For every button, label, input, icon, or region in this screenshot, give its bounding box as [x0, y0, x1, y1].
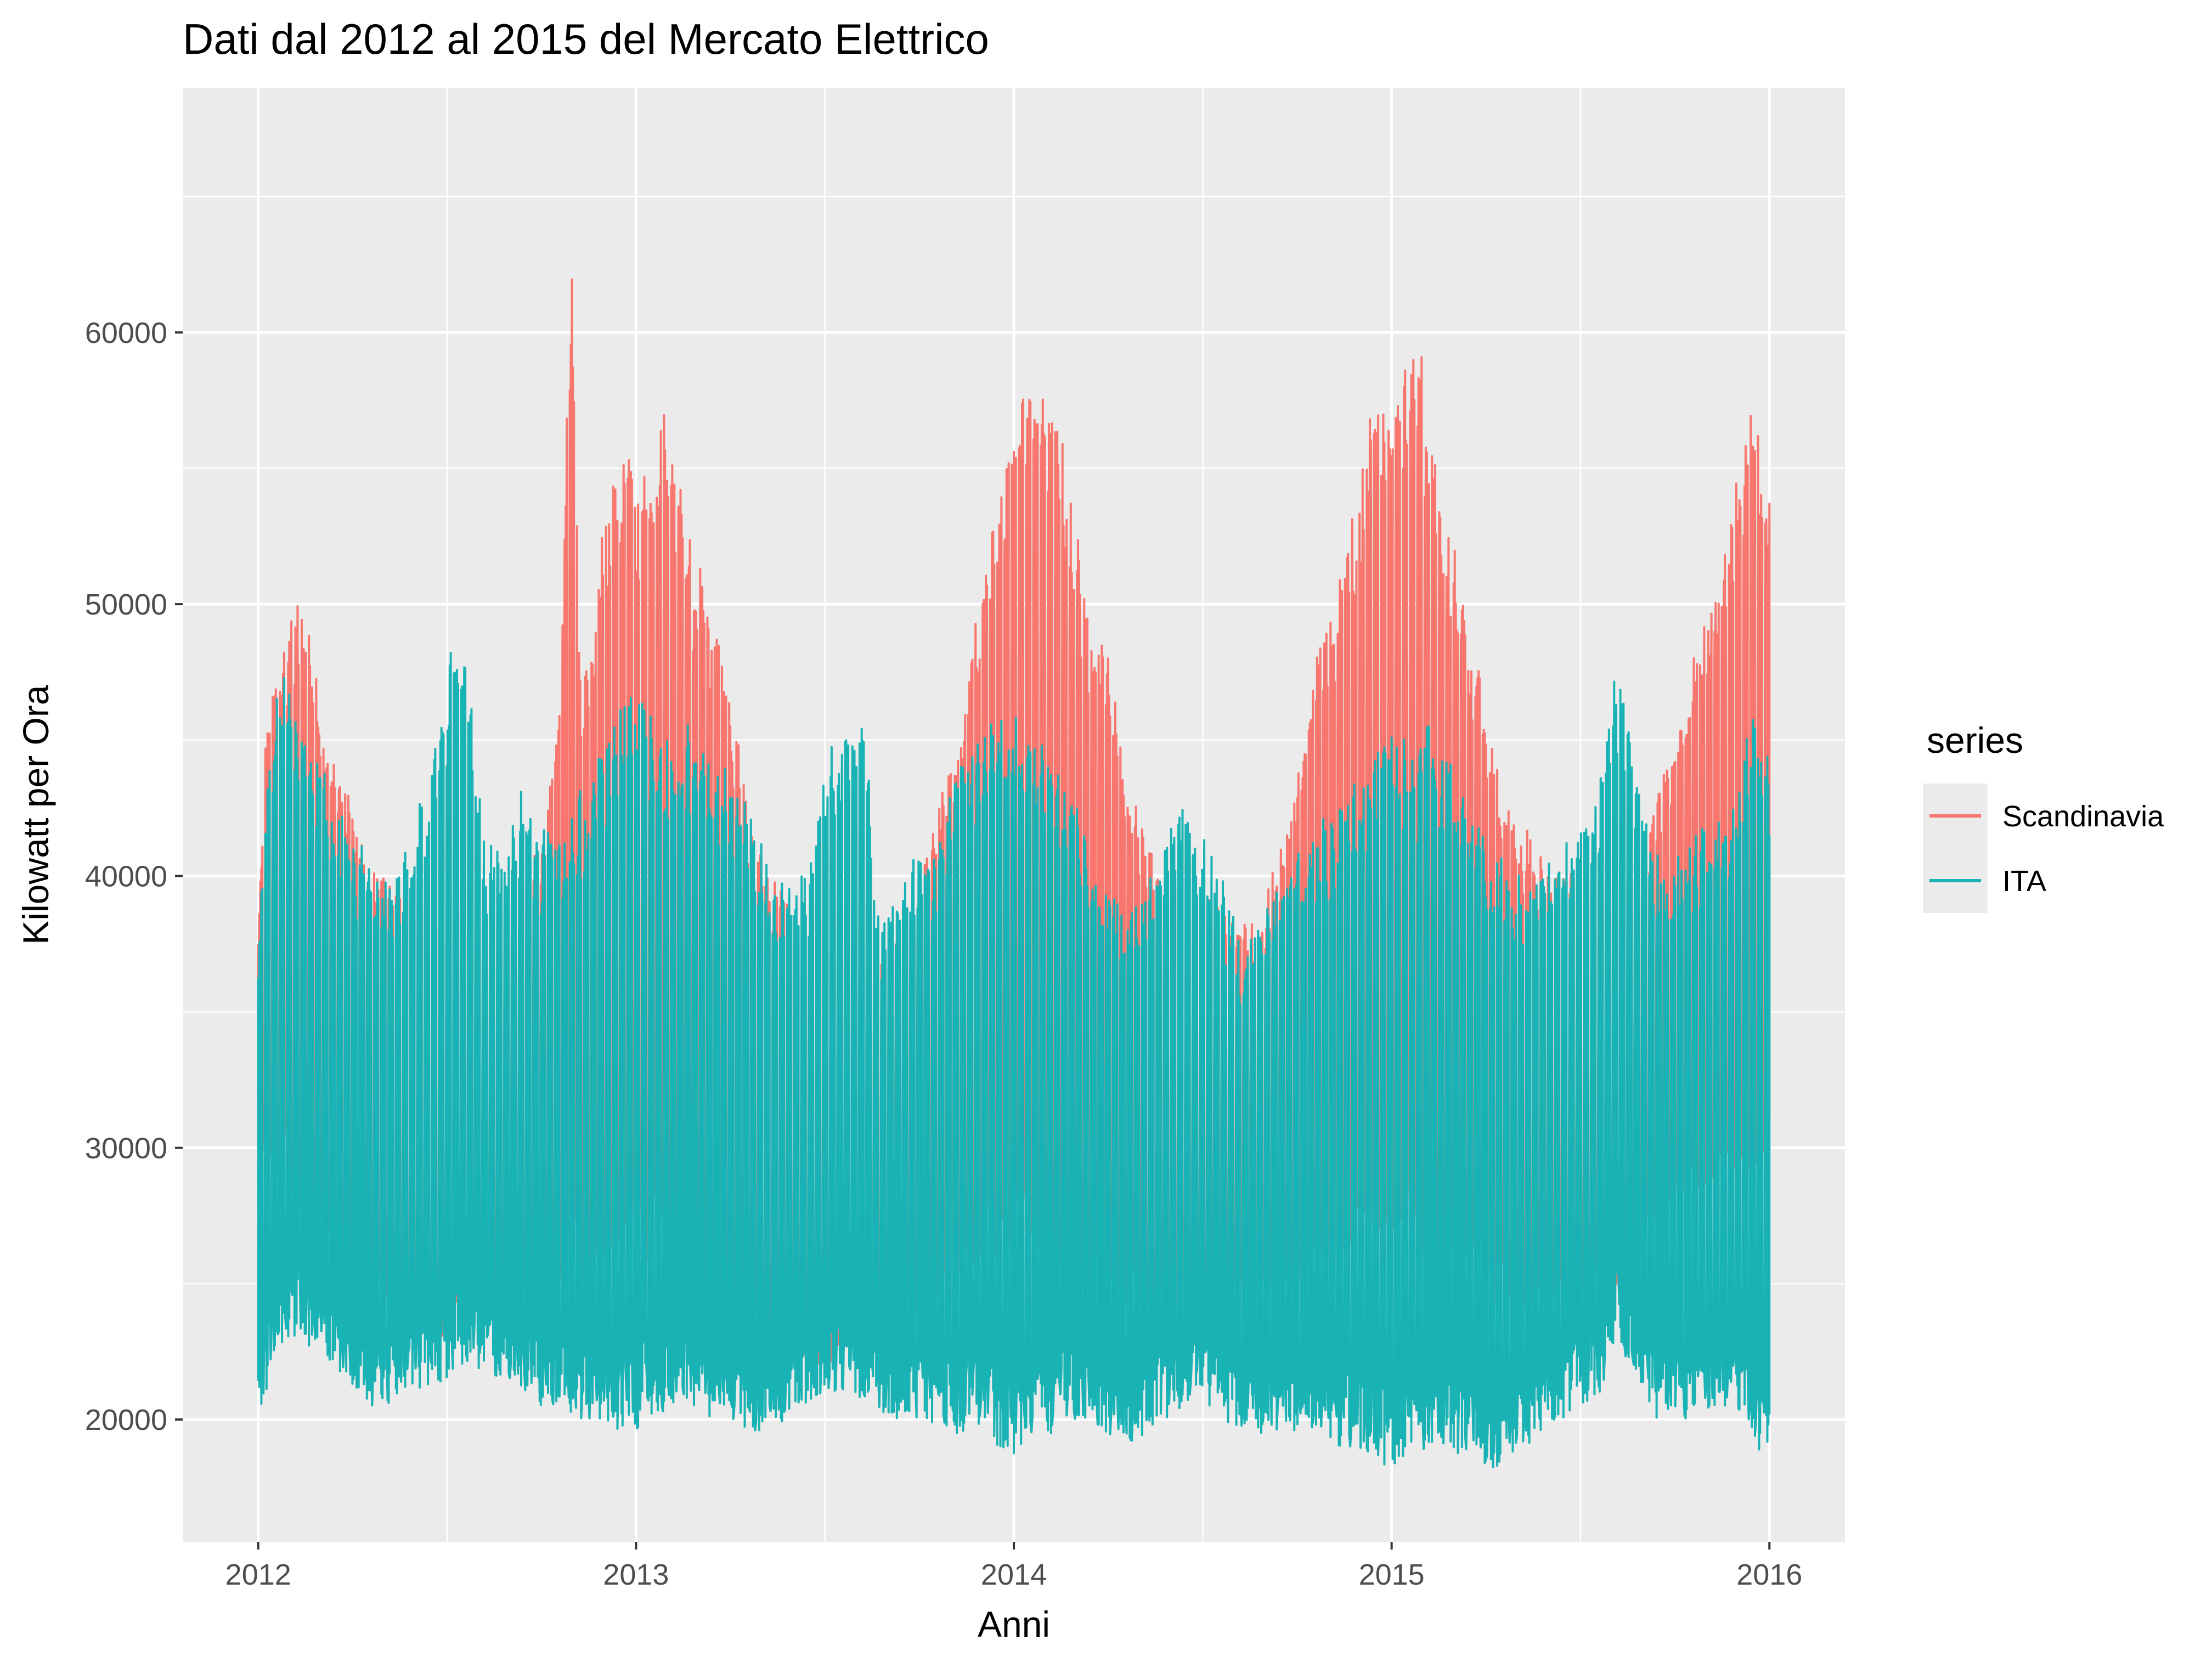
series-layer [257, 278, 1771, 1469]
legend-items: Scandinavia ITA [1923, 784, 2164, 913]
x-axis: 2012 2013 2014 2015 2016 [225, 1542, 1802, 1591]
series-ita [257, 652, 1771, 1469]
chart-title: Dati dal 2012 al 2015 del Mercato Elettr… [183, 15, 989, 63]
x-tick-label: 2016 [1736, 1558, 1802, 1591]
legend-title: series [1927, 720, 2023, 760]
x-tick-label: 2014 [981, 1558, 1047, 1591]
x-tick-label: 2015 [1359, 1558, 1425, 1591]
x-tick-label: 2012 [225, 1558, 291, 1591]
x-tick-label: 2013 [603, 1558, 669, 1591]
legend: series Scandinavia ITA [1923, 720, 2164, 913]
y-tick-label: 20000 [85, 1404, 167, 1436]
y-tick-label: 40000 [85, 860, 167, 893]
legend-label: Scandinavia [2002, 800, 2164, 833]
y-axis-label: Kilowatt per Ora [15, 685, 56, 944]
legend-label: ITA [2002, 865, 2046, 898]
y-tick-label: 60000 [85, 317, 167, 350]
x-axis-label: Anni [978, 1604, 1050, 1644]
legend-item-scandinavia: Scandinavia [1923, 784, 2164, 848]
y-axis: 20000 30000 40000 50000 60000 [85, 317, 183, 1436]
y-tick-label: 30000 [85, 1132, 167, 1165]
y-tick-label: 50000 [85, 588, 167, 621]
legend-item-ita: ITA [1923, 848, 2046, 913]
series-line-ita [257, 652, 1771, 1469]
